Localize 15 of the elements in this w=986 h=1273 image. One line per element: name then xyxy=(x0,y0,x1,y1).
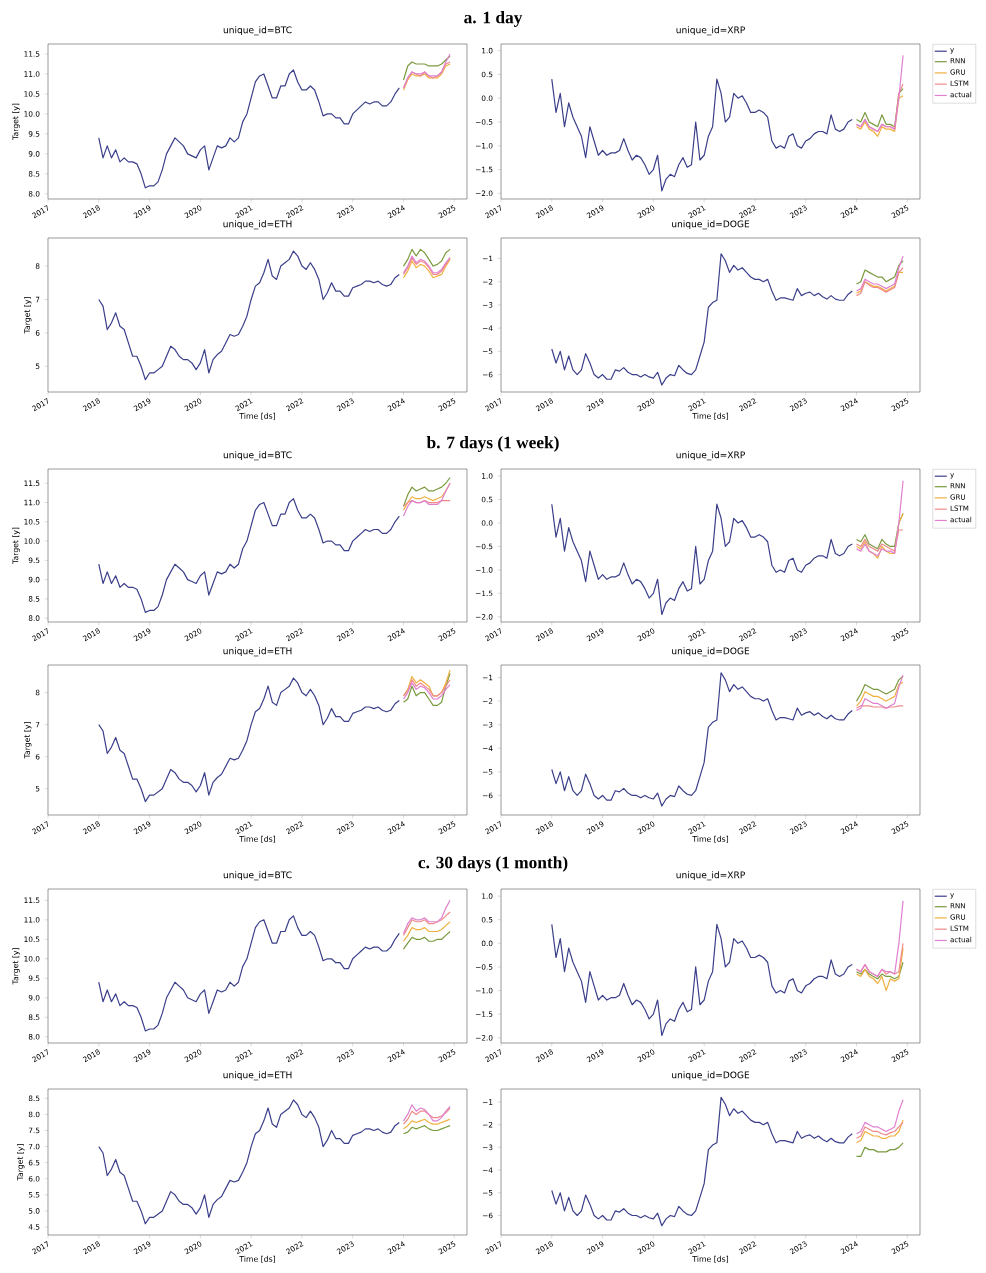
chart-title: unique_id=XRP xyxy=(676,871,745,881)
chart-title: unique_id=XRP xyxy=(676,451,745,461)
text: b. 7 days (1 week) xyxy=(426,436,559,452)
chart-title: unique_id=ETH xyxy=(223,220,292,230)
chart-title: unique_id=DOGE xyxy=(672,647,750,657)
chart-title: unique_id=BTC xyxy=(223,871,292,881)
chart-title: unique_id=BTC xyxy=(223,451,292,461)
chart-title: unique_id=DOGE xyxy=(672,220,750,230)
chart-title: unique_id=ETH xyxy=(223,1071,292,1081)
chart-title: unique_id=XRP xyxy=(676,26,745,36)
chart-title: unique_id=ETH xyxy=(223,647,292,657)
text: a. 1 day xyxy=(464,11,523,27)
text: c. 30 days (1 month) xyxy=(418,856,568,872)
chart-title: unique_id=BTC xyxy=(223,26,292,36)
chart-title: unique_id=DOGE xyxy=(672,1071,750,1081)
